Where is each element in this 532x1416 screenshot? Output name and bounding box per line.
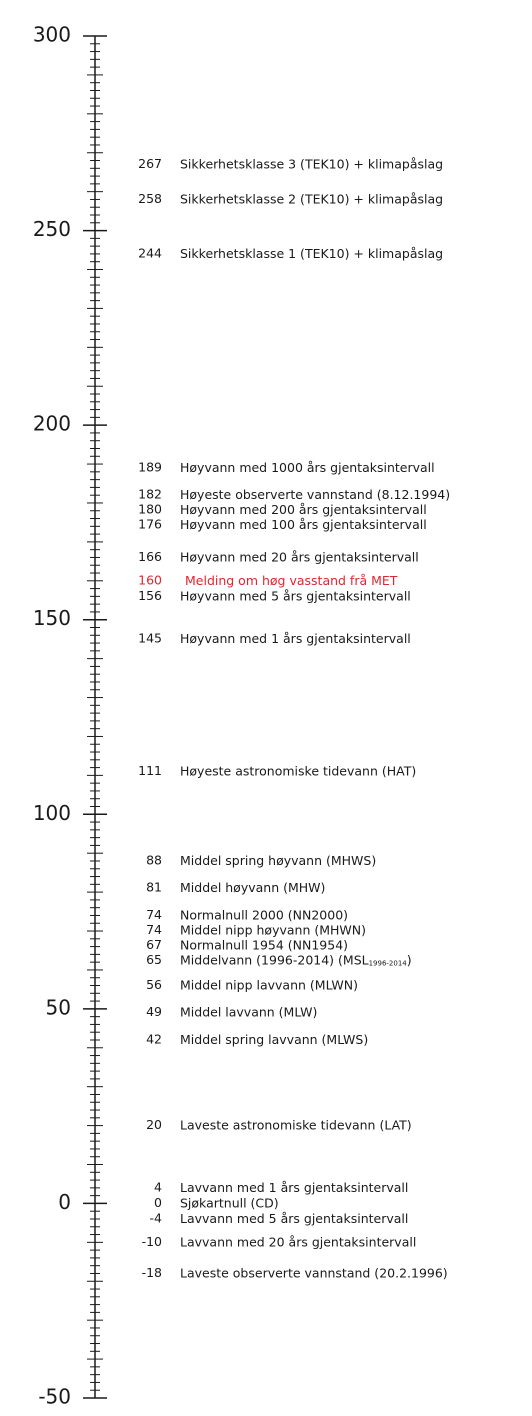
- level-label: Melding om høg vasstand frå MET: [185, 572, 398, 587]
- y-tick-label: 300: [33, 23, 71, 47]
- level-value: 67: [146, 937, 162, 952]
- y-tick-label: 250: [33, 217, 71, 241]
- level-value: 156: [138, 588, 162, 603]
- level-label: Lavvann med 5 års gjentaksintervall: [180, 1210, 408, 1225]
- level-label: Høyvann med 100 års gjentaksintervall: [180, 517, 427, 532]
- level-label: Høyvann med 200 års gjentaksintervall: [180, 502, 427, 517]
- level-label: Middelvann (1996-2014) (MSL1996-2014): [180, 952, 412, 968]
- y-tick-label: 0: [58, 1190, 71, 1214]
- level-value: 267: [138, 156, 162, 171]
- level-label-text: Sikkerhetsklasse 1 (TEK10) + klimapåslag: [180, 245, 443, 260]
- level-value: -4: [150, 1210, 163, 1225]
- level-value: 74: [146, 907, 162, 922]
- level-label: Middel høyvann (MHW): [180, 880, 325, 895]
- level-label-text: Høyvann med 1000 års gjentaksintervall: [180, 459, 435, 474]
- level-label: Høyvann med 1000 års gjentaksintervall: [180, 459, 435, 474]
- level-label-text: Sikkerhetsklasse 2 (TEK10) + klimapåslag: [180, 191, 443, 206]
- level-label-text: Normalnull 2000 (NN2000): [180, 907, 348, 922]
- level-label: Høyvann med 5 års gjentaksintervall: [180, 588, 411, 603]
- level-label-text: Høyvann med 100 års gjentaksintervall: [180, 517, 427, 532]
- level-label-text: Lavvann med 20 års gjentaksintervall: [180, 1234, 416, 1249]
- level-label: Sikkerhetsklasse 1 (TEK10) + klimapåslag: [180, 245, 443, 260]
- level-label: Normalnull 2000 (NN2000): [180, 907, 348, 922]
- level-label-text: Normalnull 1954 (NN1954): [180, 937, 348, 952]
- level-value: 49: [146, 1004, 162, 1019]
- level-label: Sikkerhetsklasse 2 (TEK10) + klimapåslag: [180, 191, 443, 206]
- level-label-text: Lavvann med 1 års gjentaksintervall: [180, 1179, 408, 1194]
- level-label: Lavvann med 1 års gjentaksintervall: [180, 1179, 408, 1194]
- level-label-text: Høyvann med 200 års gjentaksintervall: [180, 502, 427, 517]
- level-value: -10: [142, 1234, 162, 1249]
- level-label: Høyeste astronomiske tidevann (HAT): [180, 763, 416, 778]
- level-label: Laveste observerte vannstand (20.2.1996): [180, 1265, 448, 1280]
- level-value: 145: [138, 631, 162, 646]
- level-label-text: Middel spring lavvann (MLWS): [180, 1031, 368, 1046]
- level-label: Sjøkartnull (CD): [180, 1195, 279, 1210]
- level-label: Normalnull 1954 (NN1954): [180, 937, 348, 952]
- level-value: 20: [146, 1117, 162, 1132]
- level-label: Middel spring høyvann (MHWS): [180, 852, 376, 867]
- level-label-text: Middel spring høyvann (MHWS): [180, 852, 376, 867]
- level-label-text: Laveste astronomiske tidevann (LAT): [180, 1117, 412, 1132]
- level-value: 65: [146, 952, 162, 967]
- level-label: Lavvann med 20 års gjentaksintervall: [180, 1234, 416, 1249]
- level-label-text: Melding om høg vasstand frå MET: [185, 572, 398, 587]
- level-label: Høyeste observerte vannstand (8.12.1994): [180, 487, 450, 502]
- level-label-end: ): [407, 952, 412, 967]
- level-value: 81: [146, 880, 162, 895]
- level-value: 0: [154, 1195, 162, 1210]
- level-label: Laveste astronomiske tidevann (LAT): [180, 1117, 412, 1132]
- level-label-text: Lavvann med 5 års gjentaksintervall: [180, 1210, 408, 1225]
- y-tick-label: 100: [33, 801, 71, 825]
- level-label-text: Middel nipp høyvann (MHWN): [180, 922, 366, 937]
- level-value: 166: [138, 549, 162, 564]
- level-label-text: Sjøkartnull (CD): [180, 1195, 279, 1210]
- level-label-text: Laveste observerte vannstand (20.2.1996): [180, 1265, 448, 1280]
- level-value: 4: [154, 1179, 162, 1194]
- level-label-text: Høyvann med 20 års gjentaksintervall: [180, 549, 419, 564]
- level-value: 258: [138, 191, 162, 206]
- level-value: 160: [138, 572, 162, 587]
- level-label-text: Høyeste astronomiske tidevann (HAT): [180, 763, 416, 778]
- y-tick-label: 50: [46, 995, 71, 1019]
- level-label-text: Middel høyvann (MHW): [180, 880, 325, 895]
- level-label: Middel spring lavvann (MLWS): [180, 1031, 368, 1046]
- level-label: Middel lavvann (MLW): [180, 1004, 317, 1019]
- level-value: 244: [138, 245, 162, 260]
- level-value: 42: [146, 1031, 162, 1046]
- level-label-text: Høyvann med 5 års gjentaksintervall: [180, 588, 411, 603]
- level-value: 180: [138, 502, 162, 517]
- level-label: Høyvann med 1 års gjentaksintervall: [180, 631, 411, 646]
- level-value: 176: [138, 517, 162, 532]
- y-tick-label: -50: [38, 1385, 71, 1409]
- level-label-text: Høyvann med 1 års gjentaksintervall: [180, 631, 411, 646]
- level-value: 189: [138, 459, 162, 474]
- level-label-text: Høyeste observerte vannstand (8.12.1994): [180, 487, 450, 502]
- level-value: 111: [138, 763, 162, 778]
- level-label-text: Sikkerhetsklasse 3 (TEK10) + klimapåslag: [180, 156, 443, 171]
- level-value: 74: [146, 922, 162, 937]
- level-label: Sikkerhetsklasse 3 (TEK10) + klimapåslag: [180, 156, 443, 171]
- level-label: Middel nipp høyvann (MHWN): [180, 922, 366, 937]
- level-value: 56: [146, 977, 162, 992]
- level-value: 182: [138, 487, 162, 502]
- level-label-text: Middel nipp lavvann (MLWN): [180, 977, 358, 992]
- level-label-text: Middelvann (1996-2014) (MSL: [180, 952, 369, 967]
- y-tick-label: 150: [33, 606, 71, 630]
- y-tick-label: 200: [33, 412, 71, 436]
- level-label-subscript: 1996-2014: [369, 959, 408, 967]
- level-value: -18: [142, 1265, 162, 1280]
- level-label-text: Middel lavvann (MLW): [180, 1004, 317, 1019]
- level-label: Middel nipp lavvann (MLWN): [180, 977, 358, 992]
- level-label: Høyvann med 20 års gjentaksintervall: [180, 549, 419, 564]
- level-value: 88: [146, 852, 162, 867]
